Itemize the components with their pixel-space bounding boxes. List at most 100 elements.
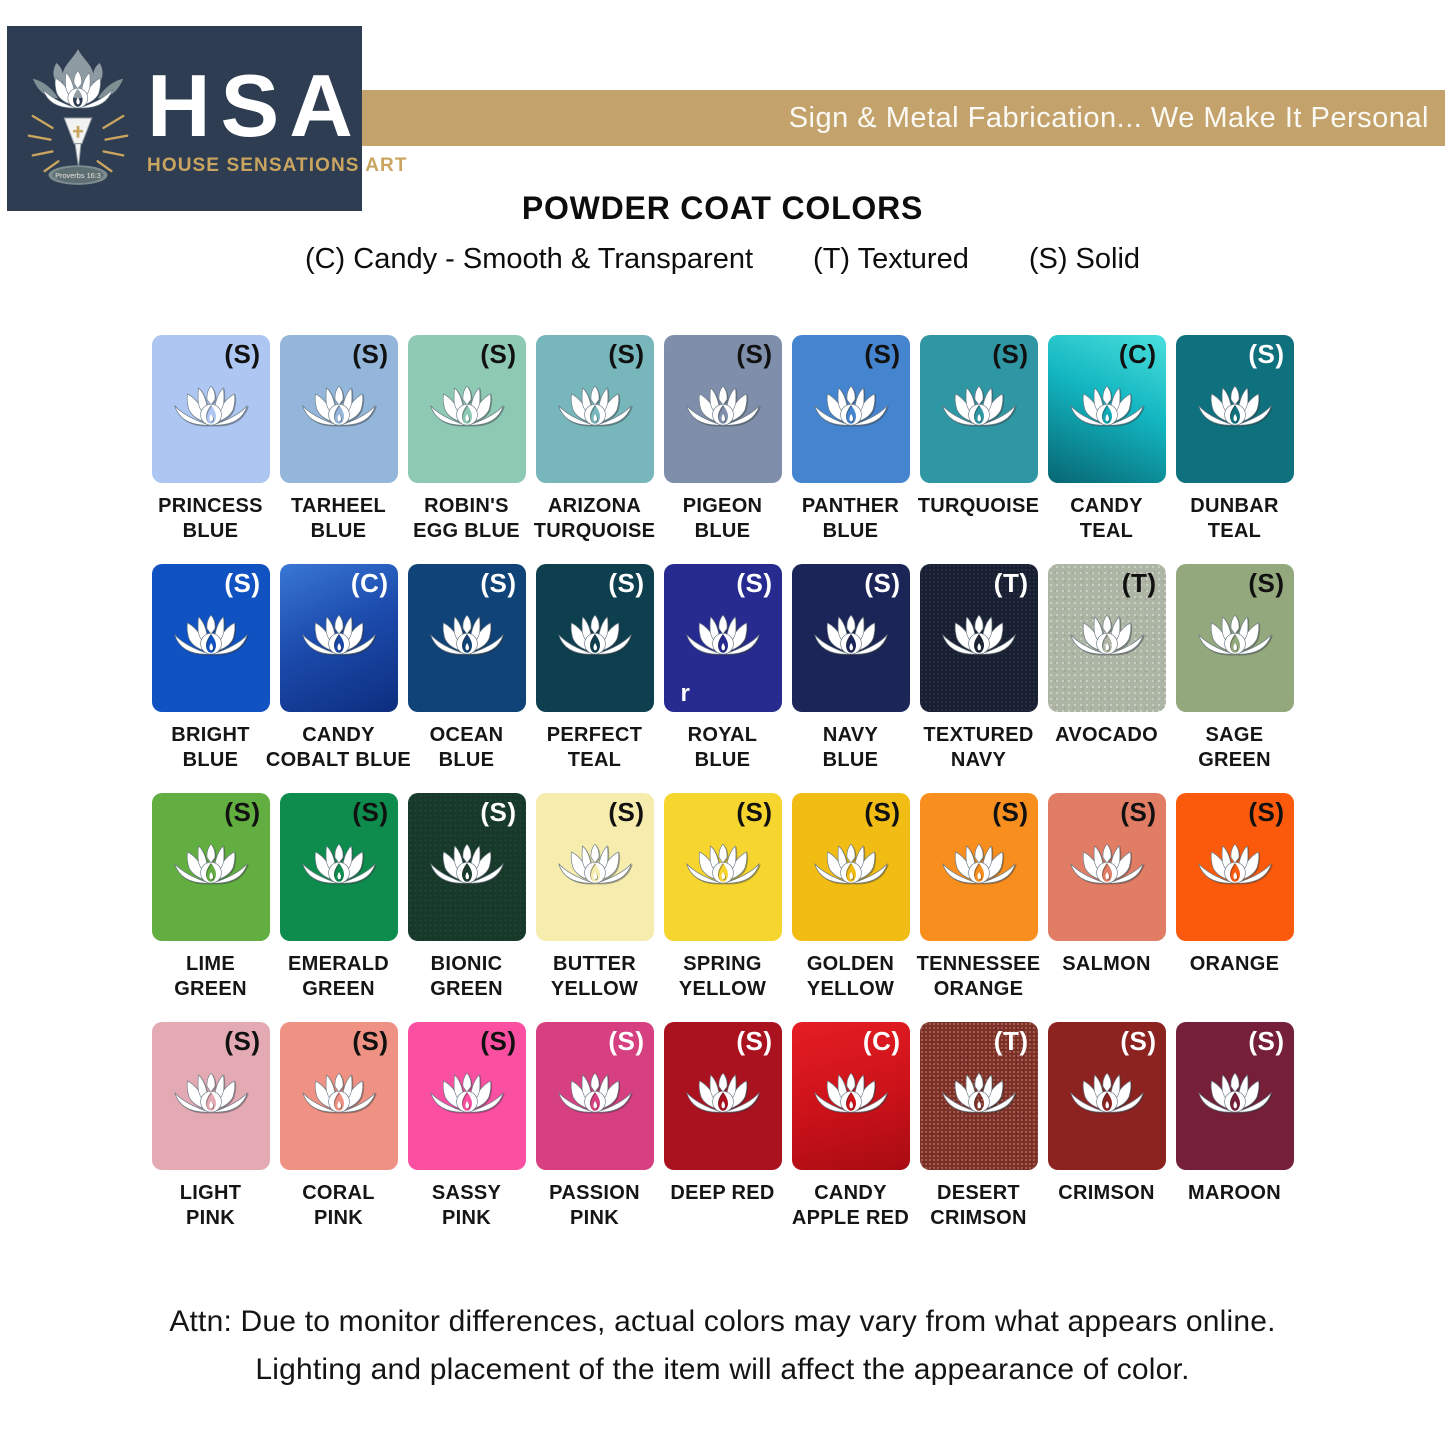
- swatch-name: GOLDEN YELLOW: [806, 953, 895, 1000]
- swatch-tile: (S): [919, 793, 1038, 941]
- lotus-icon: [172, 615, 250, 662]
- swatch: (S) ROBIN'S EGG BLUE: [407, 335, 526, 544]
- swatch-tile: (S): [1175, 335, 1294, 483]
- stray-character: r: [680, 680, 690, 707]
- lotus-icon: [940, 386, 1018, 433]
- swatch-name: AVOCADO: [1055, 724, 1158, 746]
- swatch-tile: (S): [1047, 1022, 1166, 1170]
- swatch: (S) SPRING YELLOW: [663, 793, 782, 1002]
- swatch-finish-code: (S): [992, 339, 1029, 369]
- swatch: (S) CRIMSON: [1047, 1022, 1166, 1231]
- swatch-name: PIGEON BLUE: [682, 495, 763, 542]
- swatch: (T) AVOCADO: [1047, 564, 1166, 773]
- swatch-tile: (S): [663, 335, 782, 483]
- swatch-name: MAROON: [1188, 1182, 1281, 1204]
- lotus-icon: [812, 615, 890, 662]
- swatch-tile: (C): [1047, 335, 1166, 483]
- swatch: (C) CANDY APPLE RED: [791, 1022, 910, 1231]
- swatch-name: ARIZONA TURQUOISE: [533, 495, 656, 542]
- lotus-icon: [684, 844, 762, 891]
- swatch-tile: (T): [919, 564, 1038, 712]
- lotus-icon: [1068, 844, 1146, 891]
- swatch: (S) BUTTER YELLOW: [535, 793, 654, 1002]
- swatch-name: OCEAN BLUE: [429, 724, 504, 771]
- swatch: (S) r ROYAL BLUE: [663, 564, 782, 773]
- swatch: (S) PRINCESS BLUE: [151, 335, 270, 544]
- legend-item-solid: (S) Solid: [1028, 243, 1141, 275]
- swatch: (S) DEEP RED: [663, 1022, 782, 1231]
- swatch-tile: (S): [279, 1022, 398, 1170]
- swatch-tile: (S): [791, 335, 910, 483]
- swatch: (S) SASSY PINK: [407, 1022, 526, 1231]
- swatch-tile: (S): [151, 335, 270, 483]
- lotus-icon: [300, 1073, 378, 1120]
- swatch: (S) BIONIC GREEN: [407, 793, 526, 1002]
- lotus-icon: [428, 615, 506, 662]
- swatch-tile: (S): [279, 335, 398, 483]
- swatch-finish-code: (S): [736, 1026, 773, 1056]
- swatch-finish-code: (S): [480, 797, 517, 827]
- swatch-tile: (S): [663, 1022, 782, 1170]
- lotus-icon: [812, 1073, 890, 1120]
- tagline-text: Sign & Metal Fabrication... We Make It P…: [788, 101, 1429, 134]
- swatch-tile: (S): [407, 564, 526, 712]
- swatch: (S) LIGHT PINK: [151, 1022, 270, 1231]
- swatch-finish-code: (C): [862, 1026, 901, 1056]
- swatch-name: BRIGHT BLUE: [171, 724, 250, 771]
- lotus-icon: [684, 615, 762, 662]
- swatch-name: SPRING YELLOW: [678, 953, 767, 1000]
- swatch: (C) CANDY TEAL: [1047, 335, 1166, 544]
- swatch-finish-code: (T): [1121, 568, 1157, 598]
- swatch: (S) DUNBAR TEAL: [1175, 335, 1294, 544]
- swatch-name: ROYAL BLUE: [687, 724, 758, 771]
- disclaimer: Attn: Due to monitor differences, actual…: [0, 1298, 1445, 1394]
- disclaimer-line-1: Attn: Due to monitor differences, actual…: [169, 1305, 1276, 1338]
- swatch-name: ORANGE: [1189, 953, 1280, 975]
- swatch-name: ROBIN'S EGG BLUE: [413, 495, 520, 542]
- lotus-icon: [1068, 386, 1146, 433]
- swatch: (S) ORANGE: [1175, 793, 1294, 1002]
- swatch-tile: (S): [663, 793, 782, 941]
- swatch-tile: (S): [535, 335, 654, 483]
- swatch-finish-code: (S): [480, 568, 517, 598]
- swatch-name: EMERALD GREEN: [288, 953, 389, 1000]
- lotus-icon: [1196, 615, 1274, 662]
- swatch-name: TURQUOISE: [917, 495, 1040, 517]
- swatch-tile: (S): [279, 793, 398, 941]
- swatch-finish-code: (S): [480, 339, 517, 369]
- legend-item-candy: (C) Candy - Smooth & Transparent: [304, 243, 754, 275]
- lotus-icon: [428, 1073, 506, 1120]
- lotus-icon: [940, 615, 1018, 662]
- swatch-name: BIONIC GREEN: [430, 953, 503, 1000]
- swatch-name: PERFECT TEAL: [546, 724, 643, 771]
- finish-legend: (C) Candy - Smooth & Transparent (T) Tex…: [0, 243, 1445, 276]
- swatch: (S) ARIZONA TURQUOISE: [534, 335, 655, 544]
- swatch: (S) LIME GREEN: [151, 793, 270, 1002]
- swatch: (S) PERFECT TEAL: [535, 564, 654, 773]
- swatch: (S) PASSION PINK: [535, 1022, 654, 1231]
- swatch-tile: (S): [791, 793, 910, 941]
- swatch-finish-code: (S): [608, 797, 645, 827]
- swatch: (S) EMERALD GREEN: [279, 793, 398, 1002]
- logo-verse: Proverbs 16:3: [55, 171, 101, 180]
- swatch-tile: (S): [407, 335, 526, 483]
- swatch-tile: (S) r: [663, 564, 782, 712]
- swatch: (T) DESERT CRIMSON: [919, 1022, 1038, 1231]
- lotus-icon: [172, 844, 250, 891]
- swatch: (T) TEXTURED NAVY: [919, 564, 1038, 773]
- swatch-tile: (S): [151, 793, 270, 941]
- lotus-icon: [556, 386, 634, 433]
- swatch-finish-code: (S): [480, 1026, 517, 1056]
- swatch-name: TARHEEL BLUE: [290, 495, 387, 542]
- lotus-icon: [1196, 844, 1274, 891]
- swatch-name: TEXTURED NAVY: [923, 724, 1034, 771]
- lotus-icon: [1068, 615, 1146, 662]
- lotus-icon: [684, 386, 762, 433]
- swatch-finish-code: (S): [224, 568, 261, 598]
- swatch-tile: (S): [1175, 793, 1294, 941]
- logo-acronym: HSA: [147, 56, 363, 156]
- swatch: (S) NAVY BLUE: [791, 564, 910, 773]
- swatch-finish-code: (S): [608, 1026, 645, 1056]
- legend-item-textured: (T) Textured: [813, 243, 969, 275]
- swatch: (S) SALMON: [1047, 793, 1166, 1002]
